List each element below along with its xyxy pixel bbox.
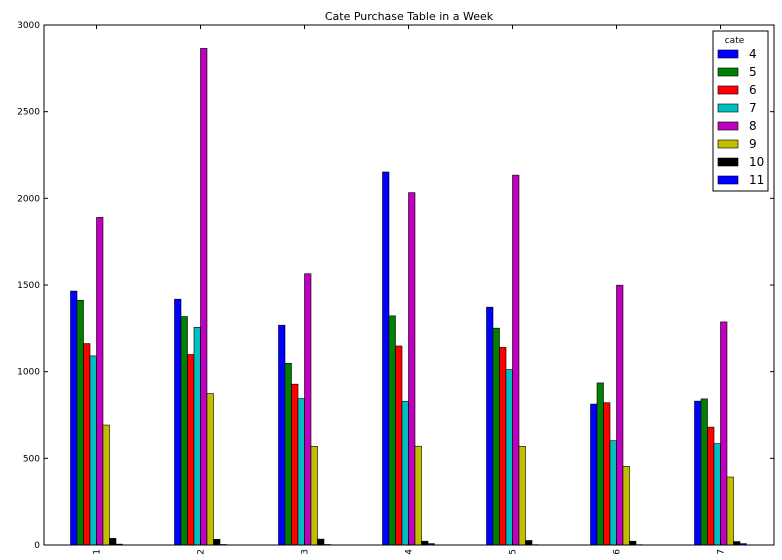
legend-swatch xyxy=(717,103,739,113)
bar-cate-6-day-1 xyxy=(83,343,91,546)
bar-cate-10-day-4 xyxy=(421,540,429,546)
bar-cate-7-day-5 xyxy=(505,369,513,546)
bar-cate-9-day-4 xyxy=(414,445,422,546)
bar-cate-5-day-3 xyxy=(284,363,292,546)
bar-cate-7-day-1 xyxy=(89,355,97,546)
bar-cate-5-day-2 xyxy=(180,316,188,546)
legend-item-11: 11 xyxy=(717,173,764,187)
y-tick-label: 0 xyxy=(34,541,40,551)
bar-cate-4-day-1 xyxy=(70,290,78,546)
bar-cate-5-day-6 xyxy=(596,382,604,546)
bar-cate-8-day-4 xyxy=(408,192,416,546)
bar-cate-7-day-6 xyxy=(609,440,617,546)
bar-cate-6-day-5 xyxy=(499,347,507,546)
y-tick-label: 2000 xyxy=(17,194,40,204)
x-tick-label: 1 xyxy=(93,549,103,555)
bar-cate-7-day-4 xyxy=(401,401,409,546)
bar-cate-9-day-6 xyxy=(622,466,630,546)
bar-cate-4-day-2 xyxy=(174,298,182,546)
bar-cate-8-day-1 xyxy=(96,217,104,546)
legend-item-10: 10 xyxy=(717,155,764,169)
bar-cate-6-day-3 xyxy=(291,383,299,546)
chart-title: Cate Purchase Table in a Week xyxy=(324,10,494,23)
bar-cate-4-day-3 xyxy=(278,324,286,546)
bar-cate-4-day-5 xyxy=(486,306,494,546)
legend-label: 10 xyxy=(749,155,764,169)
legend-swatch xyxy=(717,175,739,185)
legend-swatch xyxy=(717,139,739,149)
x-tick-label: 6 xyxy=(613,549,623,555)
bar-cate-9-day-1 xyxy=(102,424,110,546)
bar-cate-10-day-1 xyxy=(109,538,117,546)
bar-cate-10-day-5 xyxy=(525,540,533,546)
legend-swatch xyxy=(717,85,739,95)
y-tick-label: 3000 xyxy=(17,21,40,31)
bar-cate-6-day-6 xyxy=(603,402,611,546)
bar-cate-9-day-2 xyxy=(206,393,214,546)
bar-cate-9-day-7 xyxy=(726,476,734,546)
y-tick-label: 1000 xyxy=(17,368,40,378)
bar-cate-6-day-7 xyxy=(707,426,715,546)
legend: cate 4 5 6 7 8 9 10 11 xyxy=(712,30,769,192)
y-tick-label: 500 xyxy=(23,454,40,464)
bar-cate-5-day-4 xyxy=(388,315,396,546)
bar-cate-7-day-3 xyxy=(297,398,305,546)
legend-item-4: 4 xyxy=(717,47,757,61)
bar-cate-8-day-3 xyxy=(304,273,312,546)
bar-cate-10-day-3 xyxy=(317,538,325,546)
bar-cate-8-day-2 xyxy=(200,48,208,546)
bar-cate-7-day-2 xyxy=(193,326,201,546)
bar-cate-4-day-7 xyxy=(694,400,702,546)
bar-cate-8-day-5 xyxy=(512,174,520,546)
legend-label: 6 xyxy=(749,83,757,97)
bar-cate-5-day-5 xyxy=(492,327,500,546)
bar-cate-5-day-1 xyxy=(76,299,84,546)
y-tick-label: 2500 xyxy=(17,108,40,118)
legend-label: 7 xyxy=(749,101,757,115)
bar-cate-9-day-3 xyxy=(310,446,318,546)
legend-item-8: 8 xyxy=(717,119,757,133)
x-tick-label: 5 xyxy=(509,549,519,555)
legend-label: 9 xyxy=(749,137,757,151)
legend-swatch xyxy=(717,49,739,59)
legend-swatch xyxy=(717,157,739,167)
legend-item-7: 7 xyxy=(717,101,757,115)
x-tick-label: 3 xyxy=(301,549,311,555)
bar-cate-8-day-7 xyxy=(720,321,728,546)
x-tick-label: 2 xyxy=(197,549,207,555)
legend-label: 8 xyxy=(749,119,757,133)
legend-label: 11 xyxy=(749,173,764,187)
legend-title: cate xyxy=(725,36,745,46)
legend-label: 4 xyxy=(749,47,757,61)
legend-swatch xyxy=(717,121,739,131)
bar-cate-6-day-4 xyxy=(395,345,403,546)
legend-item-6: 6 xyxy=(717,83,757,97)
bar-cate-5-day-7 xyxy=(700,398,708,546)
axes-layer: 0 500 1000 1500 2000 2500 3000 1 2 3 4 5 6 7 xyxy=(17,21,775,555)
y-tick-label: 1500 xyxy=(17,281,40,291)
bar-cate-10-day-7 xyxy=(733,541,741,546)
bar-cate-6-day-2 xyxy=(187,354,195,546)
bar-cate-4-day-6 xyxy=(590,403,598,546)
x-tick-label: 4 xyxy=(405,549,415,555)
x-tick-label: 7 xyxy=(717,549,727,555)
legend-item-9: 9 xyxy=(717,137,757,151)
legend-label: 5 xyxy=(749,65,757,79)
bar-cate-9-day-5 xyxy=(518,446,526,546)
legend-item-5: 5 xyxy=(717,65,757,79)
bars-layer xyxy=(70,48,747,546)
bar-cate-10-day-2 xyxy=(213,538,221,546)
legend-swatch xyxy=(717,67,739,77)
bar-cate-8-day-6 xyxy=(616,284,624,546)
bar-cate-10-day-6 xyxy=(629,540,637,546)
bar-cate-7-day-7 xyxy=(713,443,721,546)
bar-cate-4-day-4 xyxy=(382,171,390,546)
